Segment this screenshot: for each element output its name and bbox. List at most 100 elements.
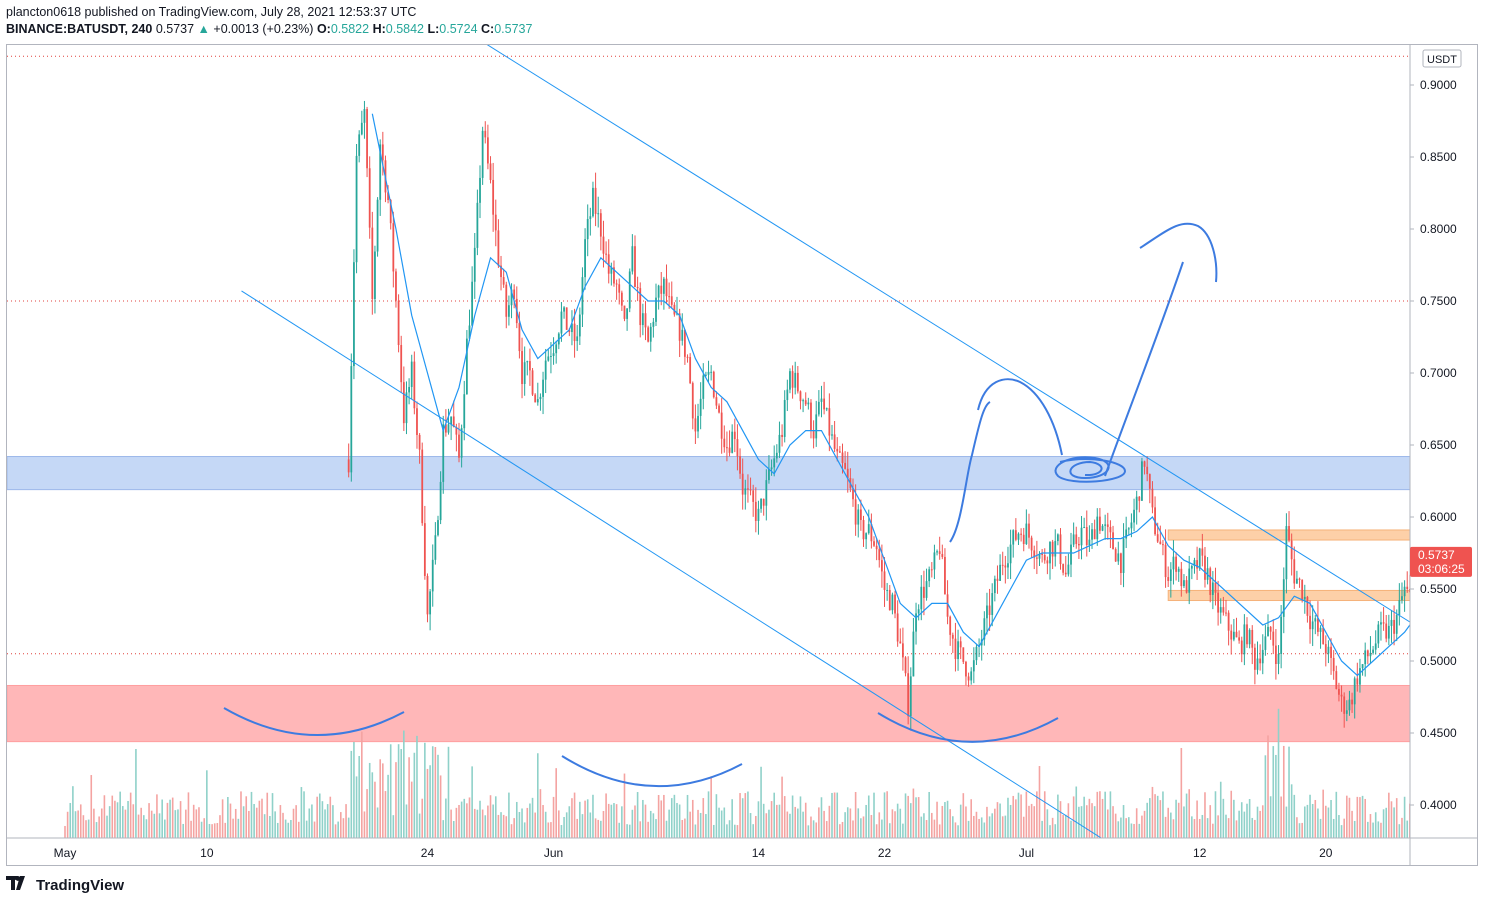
volume-bar-29 — [140, 807, 142, 838]
volume-bar-349 — [980, 817, 983, 838]
publish-info: plancton0618 published on TradingView.co… — [6, 5, 417, 19]
volume-bar-331 — [933, 819, 936, 838]
volume-bar-172 — [515, 801, 518, 838]
volume-bar-16 — [106, 815, 108, 838]
volume-bar-411 — [1143, 810, 1146, 838]
volume-bar-528 — [1451, 825, 1453, 838]
volume-bar-493 — [1359, 797, 1361, 838]
volume-bar-220 — [642, 799, 644, 838]
candle-body-291 — [1112, 532, 1114, 550]
candle-body-331 — [1217, 592, 1220, 613]
volume-bar-59 — [219, 815, 221, 838]
volume-bar-151 — [460, 801, 463, 838]
volume-bar-295 — [839, 824, 841, 838]
candle-body-294 — [1120, 553, 1122, 573]
candle-body-238 — [972, 660, 975, 672]
volume-bar-36 — [158, 813, 161, 838]
candle-body-314 — [1172, 556, 1175, 570]
volume-bar-222 — [647, 821, 649, 838]
volume-bar-439 — [1217, 815, 1219, 838]
candle-body-250 — [1004, 565, 1007, 568]
volume-bar-422 — [1172, 819, 1175, 838]
candle-body-366 — [1309, 615, 1311, 630]
volume-bar-491 — [1353, 820, 1356, 838]
volume-bar-160 — [484, 815, 487, 838]
volume-bar-52 — [200, 821, 203, 838]
upper-range[interactable] — [1167, 529, 1485, 541]
volume-bar-498 — [1372, 822, 1374, 838]
arc-left-bottom — [223, 707, 405, 737]
volume-bar-364 — [1020, 794, 1022, 838]
volume-bar-129 — [403, 730, 405, 838]
volume-bar-304 — [862, 816, 865, 838]
candle-body-360 — [1293, 559, 1296, 584]
volume-bar-311 — [881, 819, 883, 838]
candle-body-42 — [458, 434, 460, 458]
candle-body-279 — [1080, 527, 1083, 546]
candle-body-75 — [544, 360, 547, 380]
candle-body-132 — [694, 418, 697, 432]
volume-bar-424 — [1177, 802, 1180, 838]
candle-body-394 — [1382, 622, 1385, 624]
candle-body-413 — [1433, 533, 1435, 538]
candle-body-202 — [878, 549, 881, 561]
lower-range[interactable] — [1167, 589, 1485, 602]
volume-bar-409 — [1138, 823, 1141, 838]
volume-bar-486 — [1340, 825, 1343, 838]
resistance-zone[interactable] — [7, 456, 1410, 491]
candle-body-237 — [970, 671, 973, 681]
candle-body-217 — [917, 609, 920, 614]
candle-body-32 — [431, 559, 434, 592]
candle-body-385 — [1359, 668, 1361, 685]
volume-bar-264 — [757, 801, 760, 838]
candle-body-234 — [962, 647, 965, 662]
volume-bar-156 — [473, 808, 476, 838]
candle-body-146 — [731, 431, 734, 453]
currency-badge[interactable] — [1422, 49, 1462, 68]
volume-bar-301 — [854, 792, 857, 838]
volume-bar-201 — [592, 794, 594, 838]
volume-bar-216 — [631, 809, 634, 838]
candle-body-141 — [718, 405, 720, 413]
volume-bar-416 — [1156, 795, 1159, 838]
volume-bar-329 — [928, 791, 930, 838]
volume-bar-97 — [318, 793, 321, 838]
volume-bar-351 — [986, 806, 988, 838]
support-zone[interactable] — [7, 684, 1410, 743]
candle-body-180 — [820, 398, 823, 402]
volume-bar-274 — [783, 796, 786, 838]
volume-bar-42 — [174, 810, 177, 838]
candle-body-158 — [762, 498, 765, 506]
candle-body-200 — [873, 541, 875, 546]
volume-bar-20 — [116, 802, 119, 838]
candle-body-153 — [749, 489, 752, 491]
candle-body-318 — [1183, 580, 1185, 587]
upper-channel-trendline[interactable] — [483, 42, 1485, 693]
candle-body-296 — [1125, 529, 1128, 539]
volume-bar-355 — [996, 802, 999, 838]
candle-body-341 — [1243, 624, 1246, 655]
candle-body-115 — [649, 326, 652, 342]
symbol-label[interactable]: BINANCE:BATUSDT, 240 — [6, 22, 153, 36]
volume-bar-14 — [100, 808, 103, 838]
candle-body-68 — [526, 361, 529, 363]
volume-bar-363 — [1017, 792, 1020, 838]
volume-bar-197 — [581, 814, 584, 838]
volume-bar-347 — [975, 811, 978, 838]
volume-bar-37 — [161, 799, 163, 838]
volume-bar-370 — [1036, 791, 1038, 838]
volume-bar-193 — [571, 798, 573, 838]
lower-channel-trendline[interactable] — [241, 290, 1104, 840]
volume-bar-292 — [831, 792, 833, 838]
volume-bar-427 — [1185, 793, 1188, 838]
volume-bar-224 — [652, 813, 655, 838]
volume-bar-418 — [1162, 791, 1164, 838]
volume-bar-221 — [644, 804, 647, 838]
volume-bar-30 — [143, 815, 145, 838]
candle-body-277 — [1075, 534, 1078, 544]
candle-body-65 — [518, 323, 521, 352]
volume-bar-415 — [1154, 794, 1156, 838]
volume-bar-345 — [970, 799, 972, 838]
candle-body-126 — [678, 313, 681, 341]
